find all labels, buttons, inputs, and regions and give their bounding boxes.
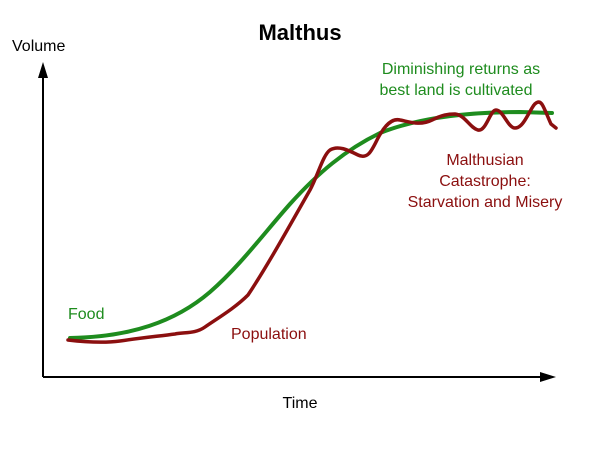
catastrophe-line-3: Starvation and Misery [408,194,563,211]
y-axis-arrowhead [38,62,48,78]
diminishing-returns-annotation: Diminishing returns as best land is cult… [380,61,541,99]
axes [38,62,556,382]
population-label: Population [231,326,307,343]
diagram-title: Malthus [258,20,341,45]
food-curve [68,109,554,340]
x-axis-label: Time [283,395,318,412]
food-label: Food [68,306,104,323]
catastrophe-line-2: Catastrophe: [439,173,531,190]
diminishing-returns-line-2: best land is cultivated [380,82,533,99]
y-axis-label: Volume [12,38,65,55]
catastrophe-annotation: Malthusian Catastrophe: Starvation and M… [408,152,563,211]
diminishing-returns-line-1: Diminishing returns as [382,61,540,78]
catastrophe-line-1: Malthusian [446,152,523,169]
population-curve [66,100,558,344]
x-axis-arrowhead [540,372,556,382]
